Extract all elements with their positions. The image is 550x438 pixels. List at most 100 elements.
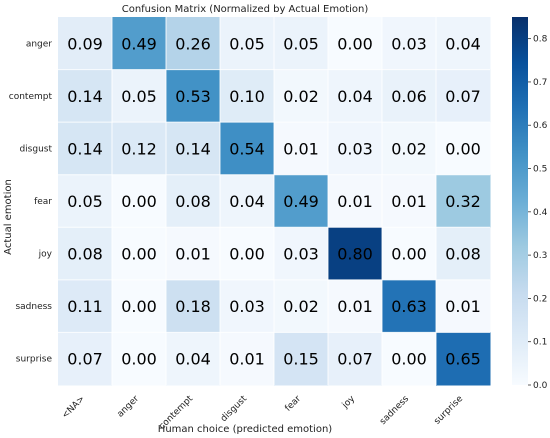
x-axis-label: Human choice (predicted emotion) [158,424,332,435]
heatmap-cell [328,332,383,386]
heatmap-cell [328,174,383,228]
colorbar-tick-label: 0.7 [533,78,547,88]
cell-value-labels: 0.09 0.49 0.26 0.05 0.05 0.00 0.03 0.04 0.14 0.05… [67,34,481,368]
colorbar-tick-label: 0.2 [533,294,547,304]
heatmap-cell [274,332,329,386]
heatmap-cell [112,174,167,228]
cell-value-label: 0.00 [121,297,157,316]
heatmap-cell [58,279,113,333]
cell-value-label: 0.03 [283,245,319,264]
heatmap-cell [328,17,383,71]
cell-value-label: 0.02 [283,87,319,106]
heatmap-cell [436,17,491,71]
cell-value-label: 0.01 [445,297,481,316]
y-tick-label: sadness [15,302,52,312]
heatmap-cell [274,122,329,176]
cell-value-label: 0.02 [391,139,427,158]
cell-value-label: 0.54 [229,139,265,158]
heatmap-cell [58,17,113,71]
heatmap-cell [382,332,437,386]
cell-value-label: 0.00 [121,350,157,369]
heatmap-cell [220,17,275,71]
heatmap-cell [274,174,329,228]
heatmap-cell [328,122,383,176]
x-tick-label: anger [116,394,142,420]
cell-value-label: 0.04 [337,87,373,106]
x-tick-label: surprise [432,394,465,427]
heatmap-cell [436,122,491,176]
cell-value-label: 0.00 [391,350,427,369]
cell-value-label: 0.03 [229,297,265,316]
cell-value-label: 0.01 [391,192,427,211]
y-tick-label: joy [38,250,53,260]
heatmap-cell [382,279,437,333]
heatmap-cell [112,17,167,71]
y-tick-label: contempt [9,92,53,102]
cell-value-label: 0.14 [67,139,103,158]
cell-value-label: 0.08 [445,245,481,264]
cell-value-label: 0.00 [121,245,157,264]
x-tick-label: disgust [219,394,249,424]
heatmap-cell [112,122,167,176]
heatmap-cell [58,227,113,281]
cell-value-label: 0.00 [391,245,427,264]
y-tick-labels: anger contempt disgust fear joy sadness surpri… [9,39,53,364]
heatmap-cell [436,279,491,333]
cell-value-label: 0.00 [229,245,265,264]
gridlines [58,17,490,385]
heatmap-cell [382,17,437,71]
chart-title: Confusion Matrix (Normalized by Actual E… [122,4,369,15]
cell-value-label: 0.32 [445,192,481,211]
heatmap-cell [58,122,113,176]
cell-value-label: 0.07 [337,350,373,369]
heatmap-cell [274,17,329,71]
heatmap-cell [274,279,329,333]
cell-value-label: 0.15 [283,350,319,369]
cell-value-label: 0.01 [337,297,373,316]
heatmap-cell [166,227,221,281]
colorbar-tick-label: 0.5 [533,165,547,175]
colorbar-tick-label: 0.4 [533,208,548,218]
heatmap-cell [328,279,383,333]
colorbar [512,17,528,385]
heatmap-cells [58,17,491,386]
heatmap-cell [220,279,275,333]
cell-value-label: 0.49 [121,34,157,53]
x-tick-label: fear [283,394,303,414]
x-tick-label: sadness [378,394,411,427]
cell-value-label: 0.12 [121,139,157,158]
colorbar-tick-label: 0.6 [533,121,548,131]
cell-value-label: 0.05 [283,34,319,53]
colorbar-tick-label: 0.1 [533,338,547,348]
cell-value-label: 0.09 [67,34,103,53]
heatmap-cell [274,69,329,123]
cell-value-label: 0.01 [283,139,319,158]
cell-value-label: 0.63 [391,297,427,316]
heatmap-cell [220,332,275,386]
colorbar-tick-label: 0.3 [533,251,547,261]
cell-value-label: 0.14 [67,87,103,106]
y-tick-label: disgust [19,144,52,154]
cell-value-label: 0.08 [67,245,103,264]
heatmap-cell [166,279,221,333]
heatmap-cell [166,17,221,71]
cell-value-label: 0.05 [121,87,157,106]
heatmap-cell [166,122,221,176]
heatmap-cell [436,332,491,386]
heatmap-cell [382,122,437,176]
colorbar-tick-label: 0.8 [533,35,548,45]
cell-value-label: 0.07 [67,350,103,369]
cell-value-label: 0.04 [175,350,211,369]
cell-value-label: 0.26 [175,34,211,53]
y-tick-label: anger [26,39,52,49]
cell-value-label: 0.00 [121,192,157,211]
colorbar-tick-label: 0.0 [533,381,548,391]
cell-value-label: 0.01 [175,245,211,264]
heatmap-cell [112,279,167,333]
cell-value-label: 0.02 [283,297,319,316]
cell-value-label: 0.18 [175,297,211,316]
cell-value-label: 0.49 [283,192,319,211]
y-tick-label: fear [34,197,52,207]
heatmap-cell [274,227,329,281]
